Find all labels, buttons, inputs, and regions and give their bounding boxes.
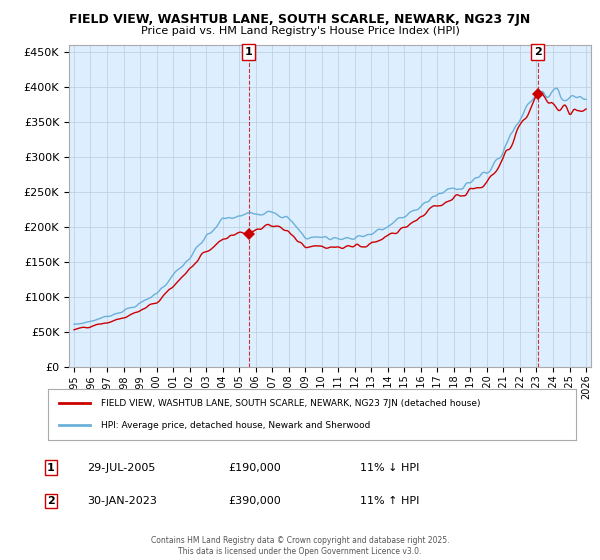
- Text: Price paid vs. HM Land Registry's House Price Index (HPI): Price paid vs. HM Land Registry's House …: [140, 26, 460, 36]
- Text: 11% ↑ HPI: 11% ↑ HPI: [360, 496, 419, 506]
- Text: FIELD VIEW, WASHTUB LANE, SOUTH SCARLE, NEWARK, NG23 7JN: FIELD VIEW, WASHTUB LANE, SOUTH SCARLE, …: [70, 13, 530, 26]
- Text: 1: 1: [47, 463, 55, 473]
- Text: Contains HM Land Registry data © Crown copyright and database right 2025.
This d: Contains HM Land Registry data © Crown c…: [151, 536, 449, 556]
- Text: £190,000: £190,000: [228, 463, 281, 473]
- Text: FIELD VIEW, WASHTUB LANE, SOUTH SCARLE, NEWARK, NG23 7JN (detached house): FIELD VIEW, WASHTUB LANE, SOUTH SCARLE, …: [101, 399, 481, 408]
- Text: 29-JUL-2005: 29-JUL-2005: [87, 463, 155, 473]
- Text: £390,000: £390,000: [228, 496, 281, 506]
- Text: 2: 2: [534, 47, 542, 57]
- Text: HPI: Average price, detached house, Newark and Sherwood: HPI: Average price, detached house, Newa…: [101, 421, 370, 430]
- Text: 11% ↓ HPI: 11% ↓ HPI: [360, 463, 419, 473]
- Text: 30-JAN-2023: 30-JAN-2023: [87, 496, 157, 506]
- Text: 1: 1: [245, 47, 253, 57]
- Text: 2: 2: [47, 496, 55, 506]
